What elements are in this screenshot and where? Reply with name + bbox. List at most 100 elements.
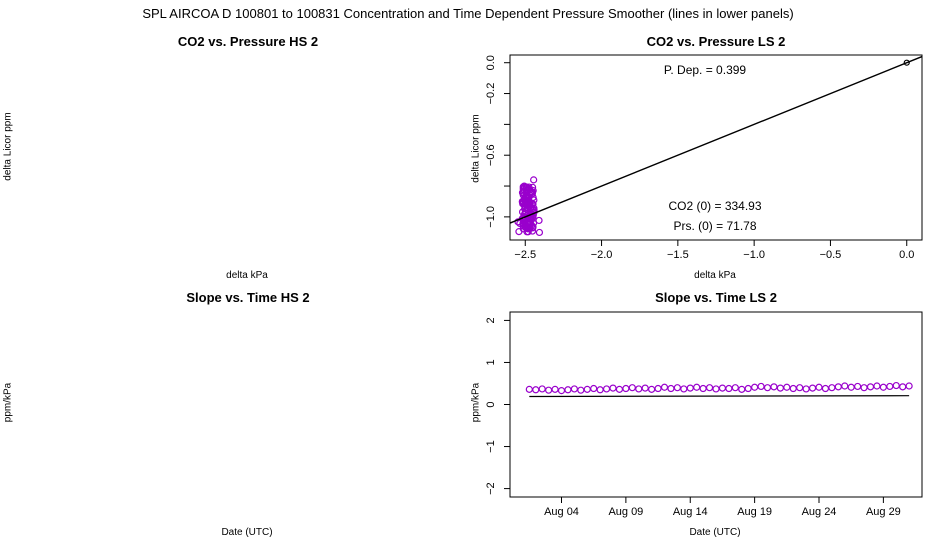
slope-plot-frame xyxy=(509,311,923,498)
slope-data-point xyxy=(757,382,765,391)
slope-data-point xyxy=(648,385,656,393)
co2-xtick-label: 0.0 xyxy=(899,249,914,261)
slope-data-point xyxy=(866,383,875,391)
slope-data-point xyxy=(609,384,617,392)
slope-data-point xyxy=(828,384,836,392)
hs-slope-panel-title: Slope vs. Time HS 2 xyxy=(186,290,310,305)
co2-data-point xyxy=(528,183,537,191)
slope-data-point xyxy=(693,383,701,391)
co2-plot-frame xyxy=(509,54,923,241)
slope-data-point xyxy=(847,383,855,391)
slope-data-point xyxy=(628,384,636,392)
slope-data-point xyxy=(873,382,881,390)
slope-data-point xyxy=(854,382,862,391)
hs-co2-xlabel: delta kPa xyxy=(226,270,268,281)
slope-data-point xyxy=(763,384,772,392)
slope-data-point xyxy=(602,385,611,393)
slope-ytick-label: −1 xyxy=(485,440,497,453)
slope-data-point xyxy=(596,386,604,394)
slope-data-point xyxy=(583,385,591,393)
slope-data-point xyxy=(744,384,752,393)
slope-data-point xyxy=(796,384,804,392)
slope-data-point xyxy=(551,385,559,393)
co2-data-point xyxy=(522,196,530,205)
slope-data-point xyxy=(667,384,675,393)
slope-data-point xyxy=(532,386,540,394)
slope-xtick-label: Aug 24 xyxy=(802,506,837,518)
slope-data-point xyxy=(718,384,727,392)
ls-co2-xlabel: delta kPa xyxy=(694,270,736,281)
slope-data-point xyxy=(905,382,913,390)
slope-data-point xyxy=(699,384,707,393)
co2-ytick-label: −1.0 xyxy=(485,206,497,228)
slope-xtick-label: Aug 14 xyxy=(673,506,708,518)
slope-data-point xyxy=(879,383,887,391)
slope-data-point xyxy=(590,384,598,393)
co2-data-point xyxy=(529,186,537,195)
co2-data-point xyxy=(515,228,523,236)
co2-xtick-label: −1.5 xyxy=(667,249,689,261)
prs-zero-annotation: Prs. (0) = 71.78 xyxy=(673,219,757,233)
slope-ytick-label: 1 xyxy=(485,359,497,365)
slope-data-point xyxy=(770,383,778,391)
ls-slope-panel-title: Slope vs. Time LS 2 xyxy=(655,290,777,305)
slope-smoother-line xyxy=(529,395,910,398)
slope-data-point xyxy=(615,385,624,393)
ls-slope-xlabel: Date (UTC) xyxy=(689,527,741,538)
slope-data-point xyxy=(673,384,681,392)
slope-data-point xyxy=(751,383,759,391)
slope-data-point xyxy=(731,384,739,392)
co2-vs-pressure-plot: −2.5 −2.0 −1.5 −1.0 −0.5 0.0 0.0 −0.2 −0.6 −1.0 xyxy=(485,54,923,261)
co2-data-point xyxy=(535,228,544,237)
slope-data-point xyxy=(686,384,694,392)
co2-fit-line xyxy=(509,55,923,224)
slope-data-point xyxy=(808,384,817,392)
co2-data-point xyxy=(522,189,530,197)
slope-data-point xyxy=(538,385,546,393)
slope-data-point xyxy=(783,383,791,391)
co2-data-point xyxy=(521,197,530,205)
co2-data-point xyxy=(535,216,543,225)
slope-data-point xyxy=(725,384,733,393)
slope-data-point xyxy=(557,387,566,395)
slope-data-point xyxy=(577,386,585,394)
slope-data-point xyxy=(899,383,907,391)
slope-data-point xyxy=(821,384,830,393)
slope-data-point xyxy=(860,384,868,392)
slope-data-point xyxy=(564,386,572,394)
co2-zero-annotation: CO2 (0) = 334.93 xyxy=(668,199,762,213)
slope-data-point xyxy=(892,381,900,390)
slope-data-point xyxy=(712,385,720,393)
slope-data-point xyxy=(660,383,669,391)
co2-xtick-label: −0.5 xyxy=(820,249,842,261)
hs-slope-xlabel: Date (UTC) xyxy=(221,527,273,538)
slope-data-point xyxy=(705,384,714,392)
ls-co2-panel-title: CO2 vs. Pressure LS 2 xyxy=(646,34,786,49)
slope-ytick-label: −2 xyxy=(485,482,497,495)
slope-xtick-label: Aug 29 xyxy=(866,506,901,518)
co2-data-point xyxy=(525,224,533,232)
slope-data-point xyxy=(635,385,643,393)
co2-xtick-label: −2.0 xyxy=(591,249,613,261)
co2-xtick-label: −2.5 xyxy=(514,249,536,261)
co2-data-point xyxy=(530,176,538,184)
co2-data-point xyxy=(522,192,531,200)
co2-ytick-label: −0.2 xyxy=(485,83,497,105)
slope-data-point xyxy=(802,385,810,393)
slope-data-point xyxy=(789,384,797,393)
slope-data-point xyxy=(622,384,630,393)
slope-data-point xyxy=(525,385,533,393)
co2-xtick-label: −1.0 xyxy=(743,249,765,261)
slope-data-point xyxy=(641,384,649,392)
slope-xtick-label: Aug 09 xyxy=(608,506,643,518)
slope-data-point xyxy=(886,382,894,391)
co2-ytick-label: −0.6 xyxy=(485,144,497,166)
slope-data-point xyxy=(654,384,662,393)
slope-ytick-label: 0 xyxy=(485,401,497,407)
slope-ytick-label: 2 xyxy=(485,317,497,323)
co2-data-point xyxy=(528,200,536,208)
slope-data-point xyxy=(841,382,849,390)
co2-origin-point xyxy=(903,59,910,66)
slope-vs-time-plot: Aug 04 Aug 09 Aug 14 Aug 19 Aug 24 Aug 29 −2 −1… xyxy=(485,311,923,518)
